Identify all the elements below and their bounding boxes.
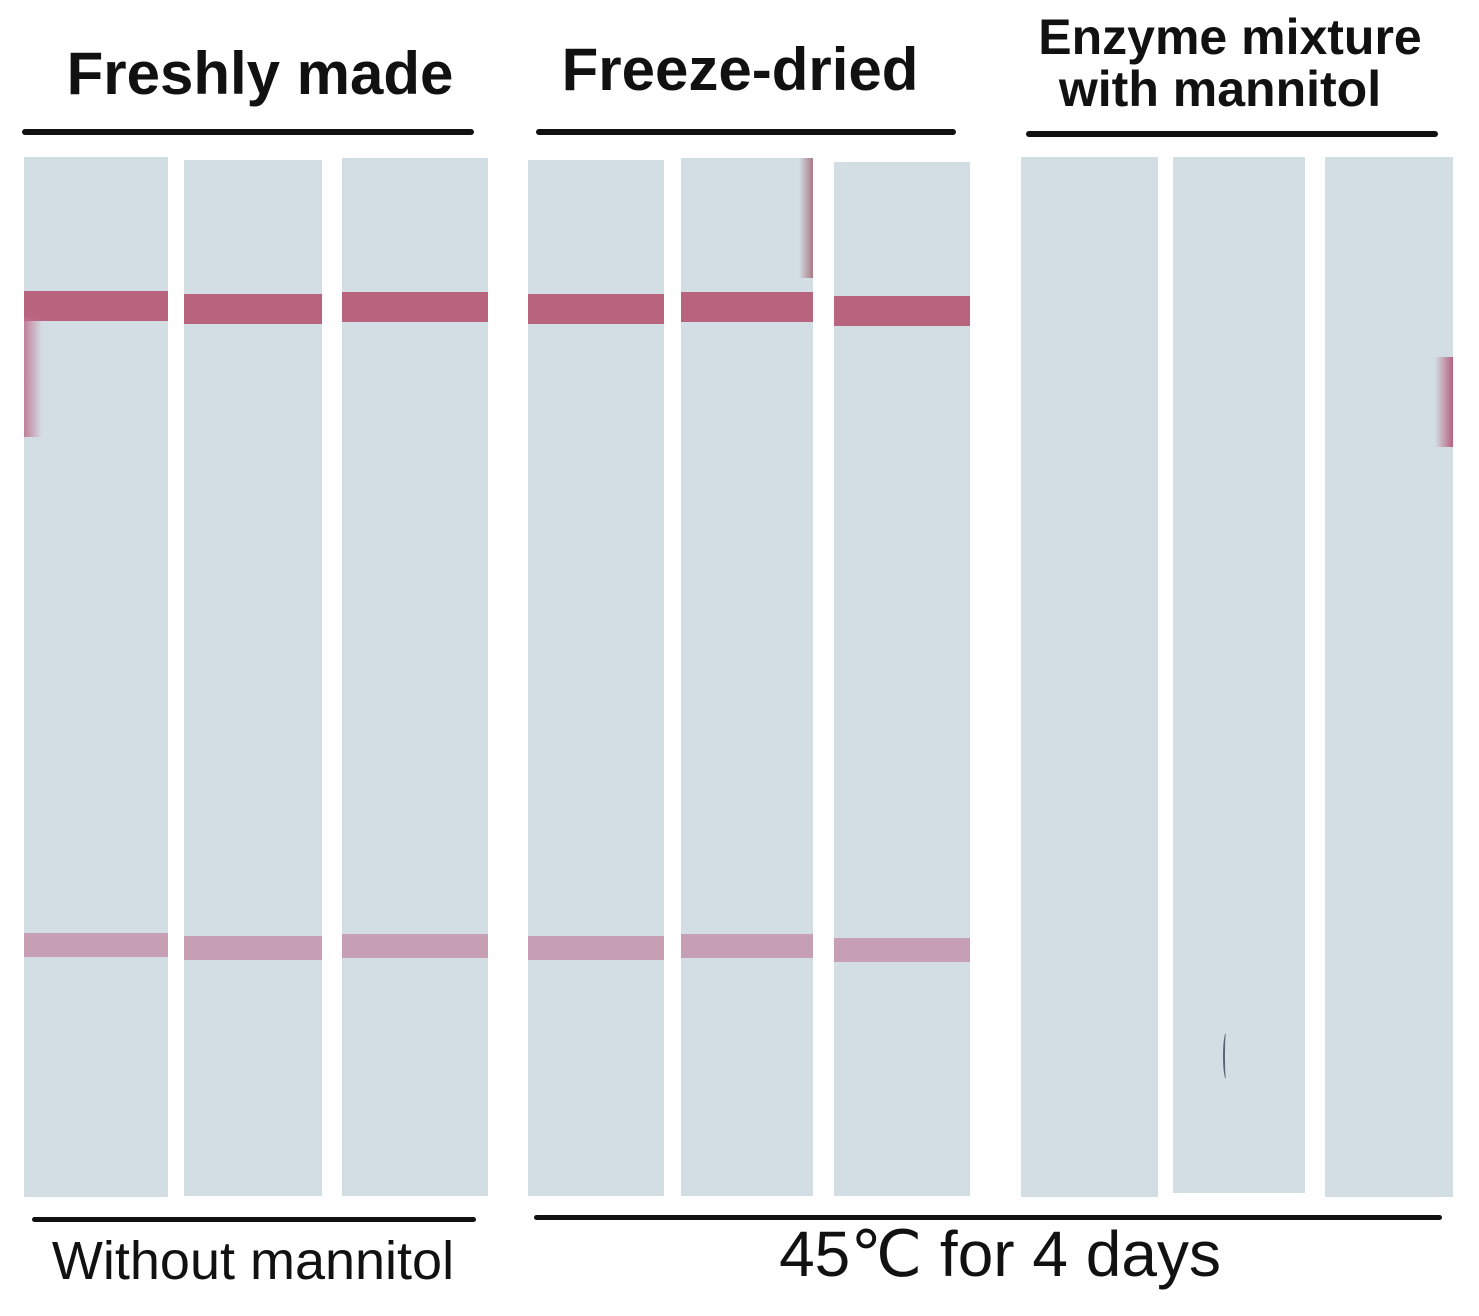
edge-stain: [24, 317, 42, 437]
group-label-freshly-made: Freshly made: [66, 40, 454, 107]
group-label-freeze-dried: Freeze-dried: [561, 36, 919, 103]
test-line-band: [681, 934, 813, 958]
control-line-band: [342, 292, 488, 322]
footer-rule-temperature: [534, 1215, 1442, 1220]
group-rule-freeze-dried: [536, 129, 956, 135]
control-line-band: [834, 296, 970, 326]
test-strip: [834, 162, 970, 1196]
control-line-band: [528, 294, 664, 324]
test-strip: [1325, 157, 1453, 1197]
control-line-band: [681, 292, 813, 322]
group-label-enzyme-mixture-line1: Enzyme mixture: [1038, 9, 1422, 65]
test-strip: [681, 158, 813, 1196]
group-rule-freshly-made: [22, 129, 474, 135]
footer-label-temperature-duration: 45℃ for 4 days: [779, 1218, 1221, 1290]
footer-rule-without-mannitol: [32, 1217, 476, 1222]
test-strip: [528, 160, 664, 1196]
test-strip: [1173, 157, 1305, 1193]
test-strip: [1021, 157, 1158, 1197]
group-rule-enzyme-mixture: [1026, 131, 1438, 137]
test-line-band: [342, 934, 488, 958]
corner-stain: [799, 158, 813, 278]
test-line-band: [528, 936, 664, 960]
control-line-band: [24, 291, 168, 321]
control-line-band: [184, 294, 322, 324]
test-line-band: [184, 936, 322, 960]
group-label-enzyme-mixture-line2: with mannitol: [1058, 61, 1382, 117]
test-line-band: [834, 938, 970, 962]
test-strip: [24, 157, 168, 1197]
edge-stain: [1435, 357, 1453, 447]
test-strip: [184, 160, 322, 1196]
test-strip: [342, 158, 488, 1196]
fiber-debris: [1223, 1033, 1229, 1079]
test-line-band: [24, 933, 168, 957]
footer-label-without-mannitol: Without mannitol: [51, 1231, 455, 1291]
